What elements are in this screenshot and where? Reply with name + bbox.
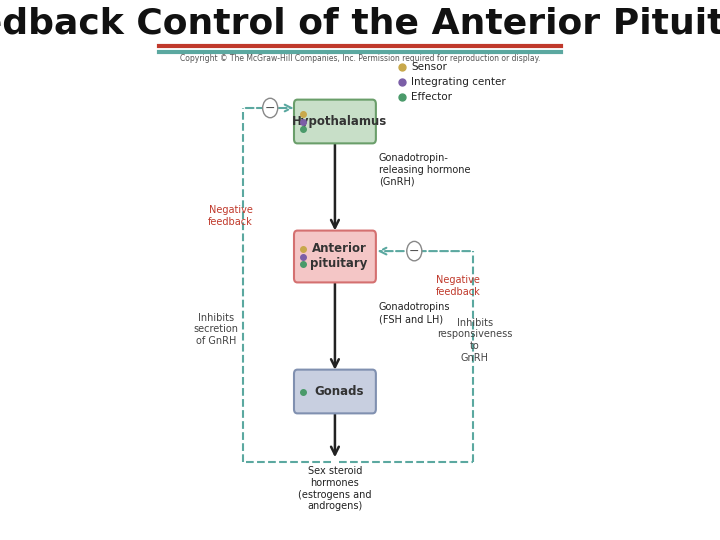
Text: Sensor: Sensor xyxy=(411,62,447,72)
Text: Gonads: Gonads xyxy=(315,385,364,398)
Text: Feedback Control of the Anterior Pituitary: Feedback Control of the Anterior Pituita… xyxy=(0,8,720,41)
Text: Hypothalamus: Hypothalamus xyxy=(292,115,387,128)
Text: Negative
feedback: Negative feedback xyxy=(208,205,253,227)
Text: Effector: Effector xyxy=(411,92,452,102)
FancyBboxPatch shape xyxy=(294,369,376,414)
Text: Sex steroid
hormones
(estrogens and
androgens): Sex steroid hormones (estrogens and andr… xyxy=(298,467,372,511)
Circle shape xyxy=(407,241,422,261)
Text: Gonadotropins
(FSH and LH): Gonadotropins (FSH and LH) xyxy=(379,302,450,324)
Text: Inhibits
responsiveness
to
GnRH: Inhibits responsiveness to GnRH xyxy=(437,318,513,362)
FancyBboxPatch shape xyxy=(294,99,376,143)
Circle shape xyxy=(263,98,278,118)
Text: Anterior
pituitary: Anterior pituitary xyxy=(310,242,368,271)
Text: Negative
feedback: Negative feedback xyxy=(436,275,480,297)
Text: Integrating center: Integrating center xyxy=(411,77,505,87)
FancyBboxPatch shape xyxy=(294,231,376,282)
Text: Gonadotropin-
releasing hormone
(GnRH): Gonadotropin- releasing hormone (GnRH) xyxy=(379,153,470,187)
Text: Inhibits
secretion
of GnRH: Inhibits secretion of GnRH xyxy=(194,313,238,346)
Text: Copyright © The McGraw-Hill Companies, Inc. Permission required for reproduction: Copyright © The McGraw-Hill Companies, I… xyxy=(180,55,540,63)
Text: −: − xyxy=(265,102,276,114)
Text: −: − xyxy=(409,245,420,258)
